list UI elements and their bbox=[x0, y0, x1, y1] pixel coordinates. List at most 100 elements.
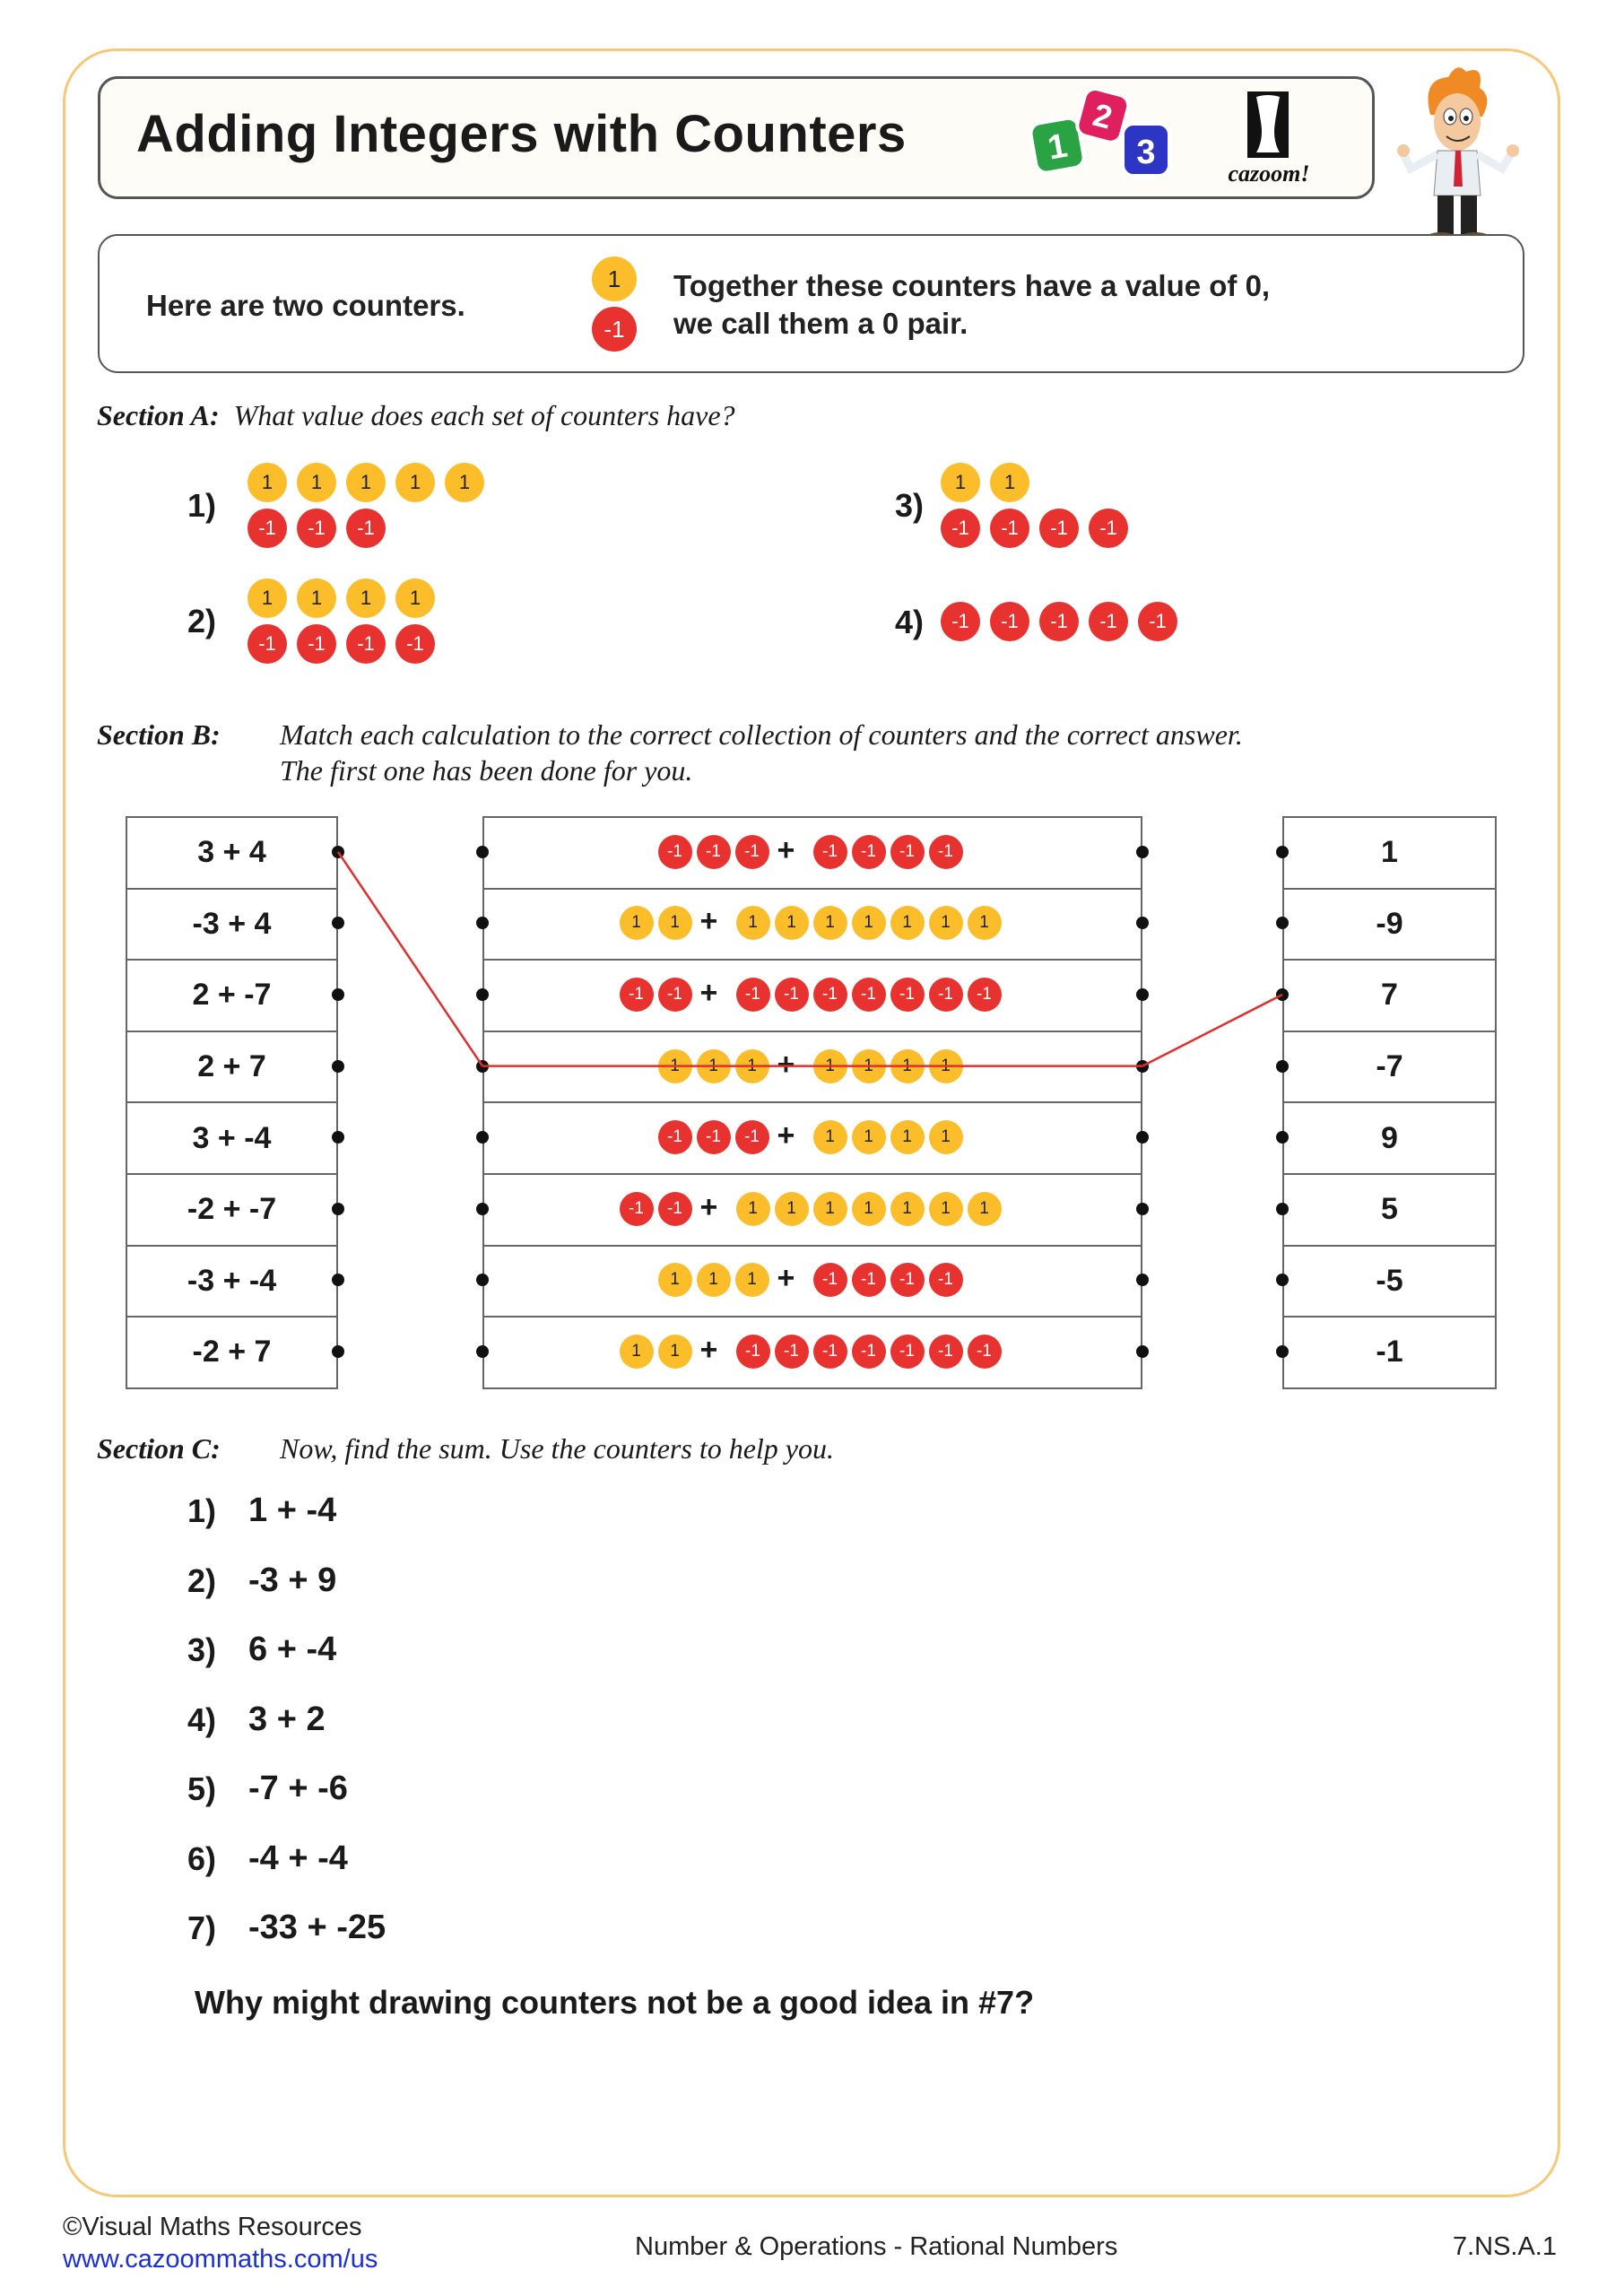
negative-counter: -1 bbox=[890, 1263, 925, 1298]
cazoom-logo-icon: cazoom! bbox=[1229, 91, 1310, 187]
positive-counter: 1 bbox=[774, 906, 809, 941]
negative-counter: -1 bbox=[812, 834, 847, 869]
counters-cell[interactable] bbox=[482, 887, 1142, 961]
counters-right-dot[interactable] bbox=[1136, 845, 1149, 858]
positive-counter: 1 bbox=[851, 906, 886, 941]
calculation-cell[interactable]: -3 + 4 bbox=[126, 887, 338, 961]
answer-cell[interactable]: 7 bbox=[1282, 959, 1497, 1032]
negative-counter: -1 bbox=[657, 834, 692, 869]
item-expression: -33 + -25 bbox=[248, 1909, 386, 1946]
answer-cell[interactable]: -5 bbox=[1282, 1244, 1497, 1318]
calculation-cell[interactable]: -3 + -4 bbox=[126, 1244, 338, 1318]
negative-counter: -1 bbox=[297, 509, 336, 548]
counters-cell[interactable] bbox=[482, 1244, 1142, 1318]
positive-counter: 1 bbox=[445, 463, 484, 502]
answer-cell[interactable]: 9 bbox=[1282, 1101, 1497, 1175]
item-expression: 6 + -4 bbox=[248, 1631, 337, 1668]
counters-left-dot[interactable] bbox=[476, 1274, 489, 1287]
counters-left-dot[interactable] bbox=[476, 988, 489, 1001]
positive-counter: 1 bbox=[812, 1048, 847, 1083]
die-3: 3 bbox=[1136, 134, 1155, 171]
section-b-instruction-2: The first one has been done for you. bbox=[280, 754, 693, 787]
positive-counter: 1 bbox=[657, 1263, 692, 1298]
negative-counter: -1 bbox=[941, 602, 980, 641]
calculation-cell[interactable]: 3 + 4 bbox=[126, 816, 338, 890]
counters-cell[interactable] bbox=[482, 816, 1142, 890]
answer-dot[interactable] bbox=[1276, 1131, 1289, 1144]
positive-counter: 1 bbox=[851, 1048, 886, 1083]
negative-counter: -1 bbox=[734, 834, 769, 869]
positive-counter: 1 bbox=[734, 1263, 769, 1298]
calculation-dot[interactable] bbox=[332, 1059, 344, 1073]
answer-cell[interactable]: -9 bbox=[1282, 887, 1497, 961]
positive-counter: 1 bbox=[928, 1191, 963, 1226]
footer-link[interactable]: www.cazoommaths.com/us bbox=[63, 2245, 378, 2274]
calculation-dot[interactable] bbox=[332, 1345, 344, 1358]
positive-counter: 1 bbox=[248, 578, 287, 618]
calculation-dot[interactable] bbox=[332, 845, 344, 858]
counters-cell[interactable] bbox=[482, 1316, 1142, 1389]
positive-counter: 1 bbox=[657, 906, 692, 941]
footer-topic: Number & Operations - Rational Numbers bbox=[635, 2232, 1118, 2261]
negative-counter: -1 bbox=[928, 834, 963, 869]
negative-counter: -1 bbox=[890, 1335, 925, 1369]
counters-right-dot[interactable] bbox=[1136, 1202, 1149, 1215]
counters-right-dot[interactable] bbox=[1136, 988, 1149, 1001]
negative-counter: -1 bbox=[619, 978, 654, 1012]
item-expression: 3 + 2 bbox=[248, 1700, 326, 1738]
counters-cell[interactable] bbox=[482, 1101, 1142, 1175]
calculation-dot[interactable] bbox=[332, 1202, 344, 1215]
page-frame bbox=[63, 48, 1560, 2197]
answer-dot[interactable] bbox=[1276, 1345, 1289, 1358]
counters-left-dot[interactable] bbox=[476, 845, 489, 858]
answer-cell[interactable]: 5 bbox=[1282, 1173, 1497, 1247]
calculation-dot[interactable] bbox=[332, 988, 344, 1001]
answer-cell[interactable]: 1 bbox=[1282, 816, 1497, 890]
calculation-cell[interactable]: 3 + -4 bbox=[126, 1101, 338, 1175]
negative-counter: -1 bbox=[297, 624, 336, 664]
counters-right-dot[interactable] bbox=[1136, 1131, 1149, 1144]
positive-counter: 1 bbox=[346, 463, 386, 502]
answer-cell[interactable]: -7 bbox=[1282, 1030, 1497, 1104]
answer-dot[interactable] bbox=[1276, 917, 1289, 930]
calculation-cell[interactable]: 2 + -7 bbox=[126, 959, 338, 1032]
calculation-dot[interactable] bbox=[332, 1274, 344, 1287]
counters-right-dot[interactable] bbox=[1136, 1345, 1149, 1358]
positive-counter: 1 bbox=[967, 906, 1002, 941]
item-number: 4) bbox=[187, 1700, 217, 1738]
calculation-cell[interactable]: -2 + -7 bbox=[126, 1173, 338, 1247]
item-number: 6) bbox=[187, 1839, 217, 1877]
item-expression: -4 + -4 bbox=[248, 1839, 348, 1877]
answer-dot[interactable] bbox=[1276, 988, 1289, 1001]
intro-line-1: Together these counters have a value of … bbox=[673, 269, 1271, 302]
positive-counter: 1 bbox=[297, 578, 336, 618]
calculation-dot[interactable] bbox=[332, 1131, 344, 1144]
counters-left-dot[interactable] bbox=[476, 1059, 489, 1073]
calculation-cell[interactable]: -2 + 7 bbox=[126, 1316, 338, 1389]
section-b-instruction-1: Match each calculation to the correct co… bbox=[280, 718, 1243, 751]
item-number: 7) bbox=[187, 1909, 217, 1946]
answer-dot[interactable] bbox=[1276, 1059, 1289, 1073]
positive-counter: 1 bbox=[696, 1263, 731, 1298]
question-number: 4) bbox=[895, 604, 925, 640]
counters-right-dot[interactable] bbox=[1136, 1274, 1149, 1287]
positive-counter: 1 bbox=[297, 463, 336, 502]
counters-right-dot[interactable] bbox=[1136, 917, 1149, 930]
counters-right-dot[interactable] bbox=[1136, 1059, 1149, 1073]
positive-counter: 1 bbox=[592, 257, 637, 301]
counters-cell[interactable] bbox=[482, 1173, 1142, 1247]
counters-left-dot[interactable] bbox=[476, 1345, 489, 1358]
counters-left-dot[interactable] bbox=[476, 1131, 489, 1144]
calculation-cell[interactable]: 2 + 7 bbox=[126, 1030, 338, 1104]
answer-dot[interactable] bbox=[1276, 1202, 1289, 1215]
negative-counter: -1 bbox=[657, 1120, 692, 1155]
counters-left-dot[interactable] bbox=[476, 1202, 489, 1215]
answer-dot[interactable] bbox=[1276, 1274, 1289, 1287]
item-number: 1) bbox=[187, 1492, 217, 1529]
page-title: Adding Integers with Counters bbox=[136, 105, 907, 163]
counters-cell[interactable] bbox=[482, 1030, 1142, 1104]
negative-counter: -1 bbox=[774, 1335, 809, 1369]
counters-cell[interactable] bbox=[482, 959, 1142, 1032]
answer-cell[interactable]: -1 bbox=[1282, 1316, 1497, 1389]
answer-dot[interactable] bbox=[1276, 845, 1289, 858]
